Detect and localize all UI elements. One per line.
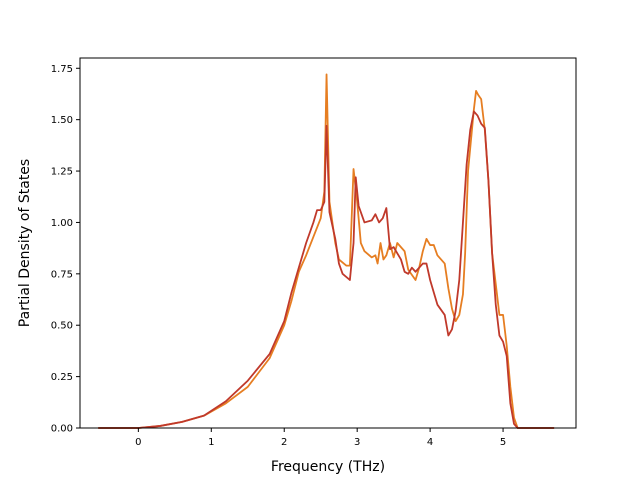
y-axis-label: Partial Density of States bbox=[17, 159, 33, 327]
y-tick-label-5: 1.25 bbox=[51, 167, 73, 178]
y-tick-label-4: 1.00 bbox=[51, 218, 73, 229]
x-tick-label-0: 0 bbox=[135, 437, 141, 448]
y-tick-label-0: 0.00 bbox=[51, 424, 73, 435]
x-tick-label-2: 2 bbox=[281, 437, 287, 448]
y-tick-label-7: 1.75 bbox=[51, 64, 73, 75]
y-tick-label-6: 1.50 bbox=[51, 115, 73, 126]
x-tick-label-3: 3 bbox=[354, 437, 360, 448]
y-tick-label-2: 0.50 bbox=[51, 321, 73, 332]
series-line-2 bbox=[98, 110, 555, 429]
y-tick-label-1: 0.25 bbox=[51, 372, 73, 383]
x-tick-label-5: 5 bbox=[500, 437, 506, 448]
plot-frame bbox=[79, 57, 577, 429]
axes-layer: 0 1 2 3 4 5 0.00 0.25 0.50 0.75 1.00 1.25 1.50 1.75 bbox=[51, 57, 577, 448]
x-axis-label: Frequency (THz) bbox=[271, 459, 385, 475]
x-tick-label-1: 1 bbox=[208, 437, 214, 448]
series-layer bbox=[98, 73, 555, 429]
series-line-1 bbox=[98, 73, 555, 429]
x-tick-label-4: 4 bbox=[427, 437, 433, 448]
y-tick-label-3: 0.75 bbox=[51, 269, 73, 280]
